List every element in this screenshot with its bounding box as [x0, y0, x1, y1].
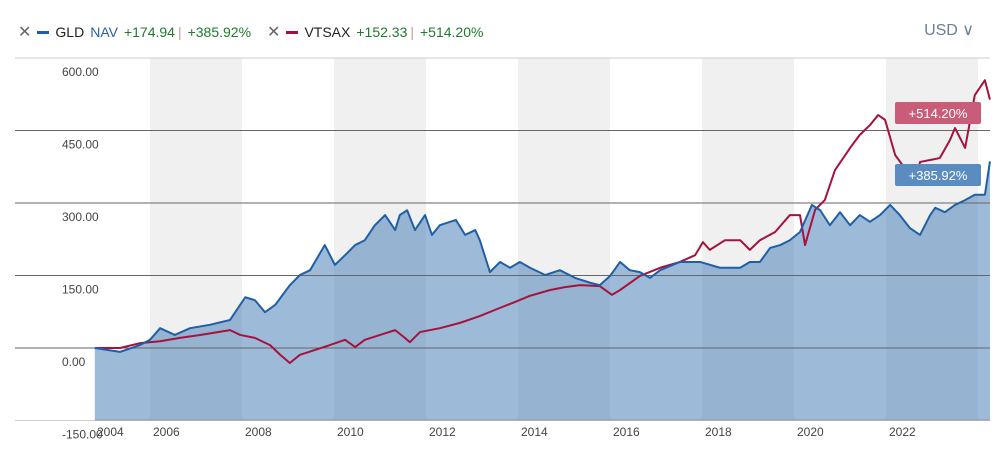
x-tick-label: 2006	[153, 425, 180, 439]
end-label: +514.20%	[909, 106, 968, 121]
legend-gld-change: +174.94	[123, 24, 175, 40]
legend-gld-name: GLD	[55, 24, 85, 40]
gld-line	[94, 161, 991, 353]
divider: |	[410, 24, 414, 40]
x-tick-label: 2022	[889, 425, 916, 439]
vtsax-line	[94, 79, 991, 364]
legend-gld-pct: +385.92%	[187, 24, 252, 40]
y-tick-label: 450.00	[62, 138, 99, 152]
y-tick-label: -150.00	[62, 427, 103, 441]
x-tick-label: 2004	[97, 425, 124, 439]
gld-area	[94, 161, 990, 420]
legend-gld-nav[interactable]: NAV	[90, 24, 118, 40]
legend-vtsax-change: +152.33	[356, 24, 408, 40]
end-label-bg	[895, 102, 981, 124]
x-tick-label: 2008	[245, 425, 272, 439]
x-tick-label: 2014	[521, 425, 548, 439]
x-tick-label: 2020	[797, 425, 824, 439]
y-tick-label: 150.00	[62, 283, 99, 297]
y-tick-label: 600.00	[62, 65, 99, 79]
remove-vtsax-icon[interactable]: ✕	[267, 24, 281, 41]
y-tick-label: 300.00	[62, 210, 99, 224]
vtsax-swatch	[286, 30, 299, 34]
currency-dropdown[interactable]: USD ∨	[924, 22, 974, 39]
gld-swatch	[37, 30, 50, 34]
legend-vtsax-name: VTSAX	[304, 24, 351, 40]
x-tick-label: 2012	[429, 425, 456, 439]
end-label-bg	[895, 164, 981, 186]
legend-vtsax-pct: +514.20%	[420, 24, 484, 40]
y-tick-label: 0.00	[62, 355, 86, 369]
x-tick-label: 2018	[705, 425, 732, 439]
end-label: +385.92%	[909, 168, 968, 183]
remove-gld-icon[interactable]: ✕	[18, 24, 32, 41]
divider: |	[177, 24, 182, 40]
x-tick-label: 2010	[337, 425, 364, 439]
legend: ✕ GLD NAV +174.94 | +385.92% ✕ VTSAX +15…	[18, 22, 489, 42]
x-tick-label: 2016	[613, 425, 640, 439]
